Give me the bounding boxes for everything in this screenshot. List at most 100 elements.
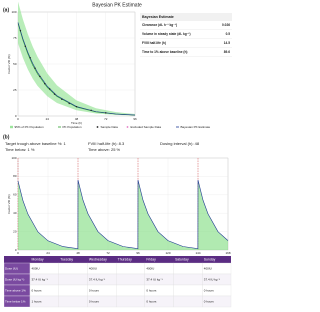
- line: [17, 22, 136, 116]
- table-header-bg: [140, 13, 232, 21]
- x-tick-label: 96: [133, 117, 137, 121]
- column-header: Thursday: [118, 257, 132, 261]
- sample-point: [34, 67, 36, 69]
- cell: [58, 284, 88, 297]
- x-tick-label: 120: [165, 251, 170, 255]
- table-label: Clearance (dL h⁻¹ kg⁻¹): [142, 23, 177, 27]
- y-tick-label: 100: [11, 156, 16, 160]
- legend-label: Sample Data: [101, 125, 119, 129]
- x-tick-label: 48: [75, 117, 79, 121]
- legend-label: Bayesian PK Estimate: [181, 125, 211, 129]
- y-tick-label: 40: [13, 211, 17, 215]
- sample-point: [90, 109, 92, 111]
- cell: [58, 273, 88, 286]
- cell: [115, 262, 146, 275]
- cell-text: 400IU: [89, 266, 97, 270]
- table-value: 0.026: [222, 23, 230, 27]
- y-axis-label: Factor VIII (%): [7, 194, 11, 213]
- row-label: Time below 1%: [5, 299, 26, 303]
- cell: [115, 273, 146, 286]
- cell-text: 400IU: [32, 266, 40, 270]
- x-tick-label: 0: [17, 117, 19, 121]
- column-header: Saturday: [175, 257, 189, 261]
- column-header: Sunday: [204, 257, 216, 261]
- cell-text: 0 hours: [32, 288, 43, 292]
- cell-text: 400IU: [204, 266, 212, 270]
- setting: Dosing interval (h): 48: [160, 141, 200, 146]
- cell-text: 37.4 IU kg⁻¹: [32, 277, 48, 281]
- x-tick-label: 72: [104, 117, 108, 121]
- setting: Target trough above baseline %: 1: [5, 141, 66, 146]
- cell: [115, 284, 146, 297]
- x-tick-label: 72: [106, 251, 110, 255]
- cell: [58, 262, 88, 275]
- column-header: Friday: [146, 257, 156, 261]
- cell-text: 0 hours: [146, 299, 157, 303]
- legend-label: Excluded Sample Data: [131, 125, 162, 129]
- y-tick-label: 25: [13, 88, 17, 92]
- legend-swatch: [96, 126, 99, 128]
- cell: [173, 262, 203, 275]
- table-header: Bayesian Estimate: [142, 15, 174, 19]
- screen: Bayesian PK Estimate (a) (b) 0 25 50 75 100 0…: [3, 1, 232, 308]
- setting: Time below: 1 %: [5, 147, 35, 152]
- row-label: Dose (IU kg⁻¹): [5, 277, 24, 281]
- cell-text: 0 hours: [89, 288, 100, 292]
- y-tick-label: 80: [13, 174, 17, 178]
- cell: [173, 295, 203, 308]
- panel-label: (b): [3, 134, 10, 140]
- sample-point: [24, 45, 27, 48]
- cell: [173, 284, 203, 297]
- table-value: 89.6: [224, 50, 230, 54]
- table-label: FVIII half-life (h): [142, 41, 166, 45]
- x-tick-label: 96: [136, 251, 140, 255]
- cell-text: 37.4 IU kg⁻¹: [146, 277, 162, 281]
- y-axis-label: Factor VIII (%): [7, 54, 11, 73]
- x-tick-label: 48: [76, 251, 80, 255]
- table-label: Volume in steady state (dL kg⁻¹): [142, 32, 191, 36]
- y-tick-label: 20: [13, 229, 17, 233]
- sample-point: [105, 112, 107, 114]
- sample-point: [39, 75, 41, 78]
- column-header: Wednesday: [89, 257, 107, 261]
- sample-point: [61, 98, 63, 101]
- sample-point: [75, 105, 78, 108]
- x-tick-label: 168: [225, 251, 230, 255]
- cell-text: 0 hours: [146, 288, 157, 292]
- cell: [115, 295, 146, 308]
- cell-text: 1 hours: [32, 299, 43, 303]
- legend-label: PK Population: [63, 125, 82, 129]
- sample-point: [29, 57, 31, 59]
- table-header-bg: [4, 256, 231, 263]
- y-tick-label: 60: [13, 193, 17, 197]
- x-tick-label: 24: [46, 117, 50, 121]
- sample-point: [48, 88, 51, 90]
- table-label: Time to 1% above baseline (h): [142, 50, 187, 54]
- y-tick-label: 0: [15, 248, 17, 252]
- cell-text: 0 hours: [89, 299, 100, 303]
- panel-label: (a): [3, 7, 9, 13]
- sample-point: [44, 83, 46, 85]
- legend-swatch: [126, 126, 129, 128]
- setting: Time above: 25 %: [88, 147, 121, 152]
- legend-swatch: [10, 125, 13, 129]
- y-tick-label: 0: [15, 114, 17, 118]
- x-tick-label: 144: [195, 251, 200, 255]
- row-label: Dose (IU): [5, 266, 18, 270]
- x-tick-label: 0: [17, 251, 19, 255]
- cell-text: 37.4 IU kg⁻¹: [204, 277, 220, 281]
- cell: [58, 295, 88, 308]
- sample-point: [53, 93, 56, 95]
- row-label: Time above 1%: [5, 288, 26, 292]
- cell-text: 400IU: [146, 266, 154, 270]
- x-axis-label: Time (h): [71, 121, 82, 125]
- area: [18, 180, 228, 250]
- y-tick-label: 100: [11, 10, 16, 14]
- x-tick-label: 24: [46, 251, 50, 255]
- sample-point: [19, 30, 22, 32]
- cell-text: 37.4 IU kg⁻¹: [89, 277, 105, 281]
- page-title: Bayesian PK Estimate: [92, 2, 142, 8]
- setting: FVIII half-life (h): 8.3: [88, 141, 125, 146]
- legend-label: 95% of PK Population: [15, 125, 45, 129]
